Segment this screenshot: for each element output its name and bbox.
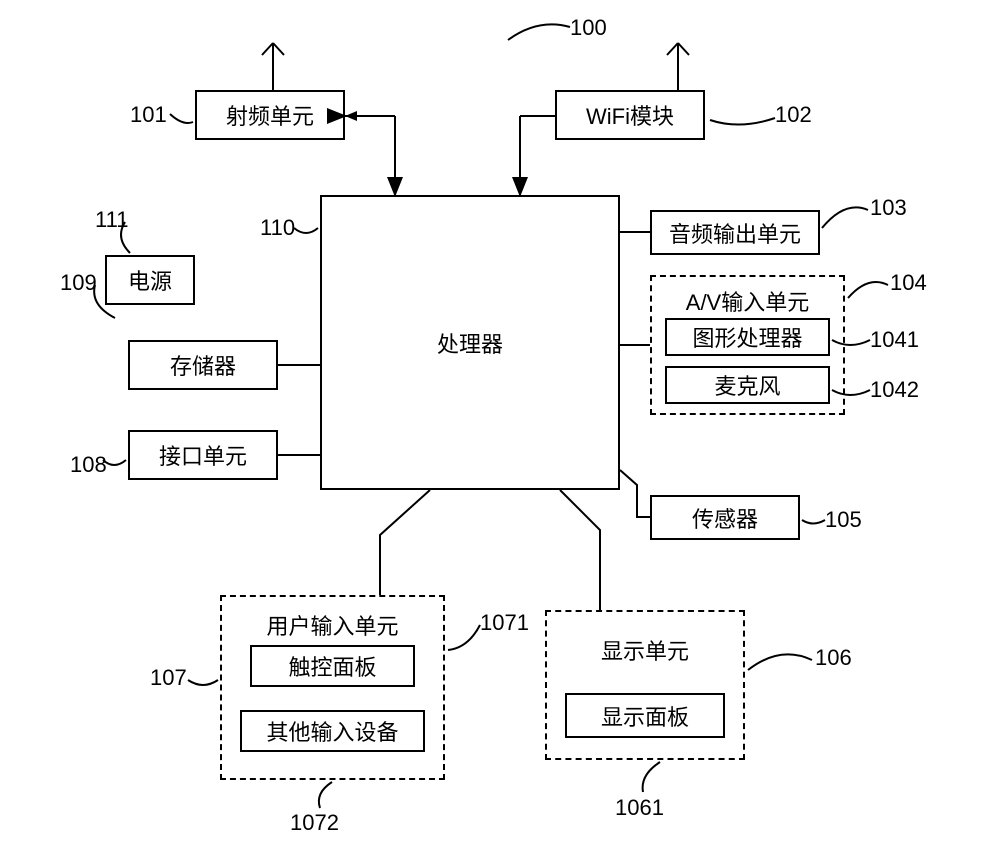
connectors-layer <box>0 0 1000 850</box>
diagram-root: 处理器 射频单元 WiFi模块 音频输出单元 A/V输入单元 图形处理器 麦克风… <box>0 0 1000 850</box>
